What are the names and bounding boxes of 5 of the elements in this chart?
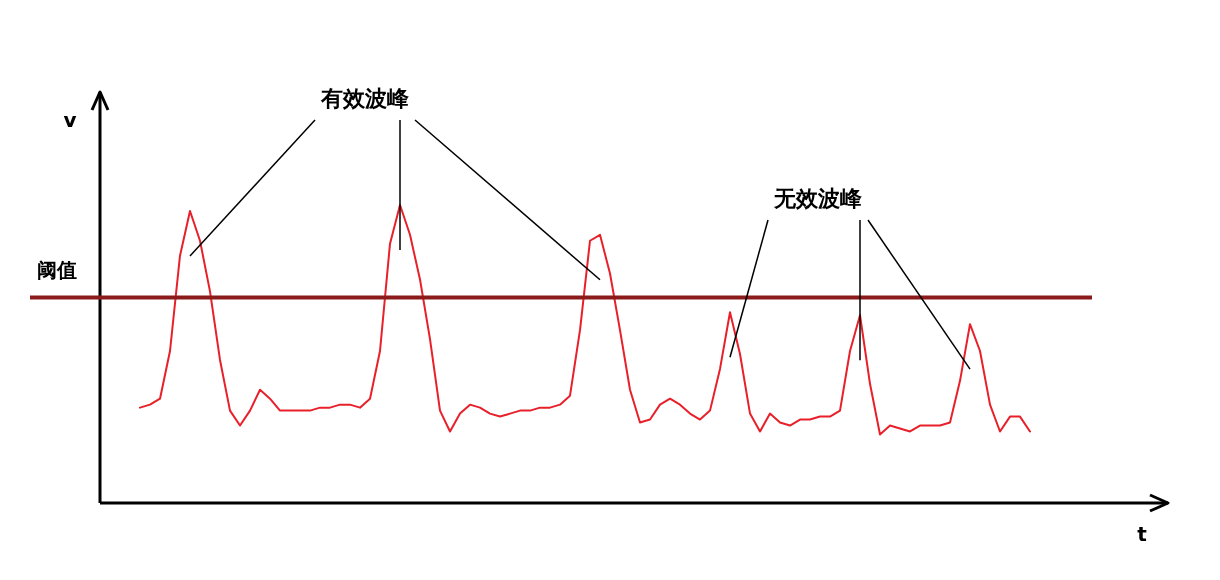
- ref-line-label: 阈值: [37, 257, 77, 282]
- y-axis-title: v: [63, 108, 77, 133]
- x-axis-title: t: [1137, 522, 1148, 547]
- annotation: 无效波峰: [773, 185, 863, 211]
- text: 有效波峰: [320, 85, 410, 111]
